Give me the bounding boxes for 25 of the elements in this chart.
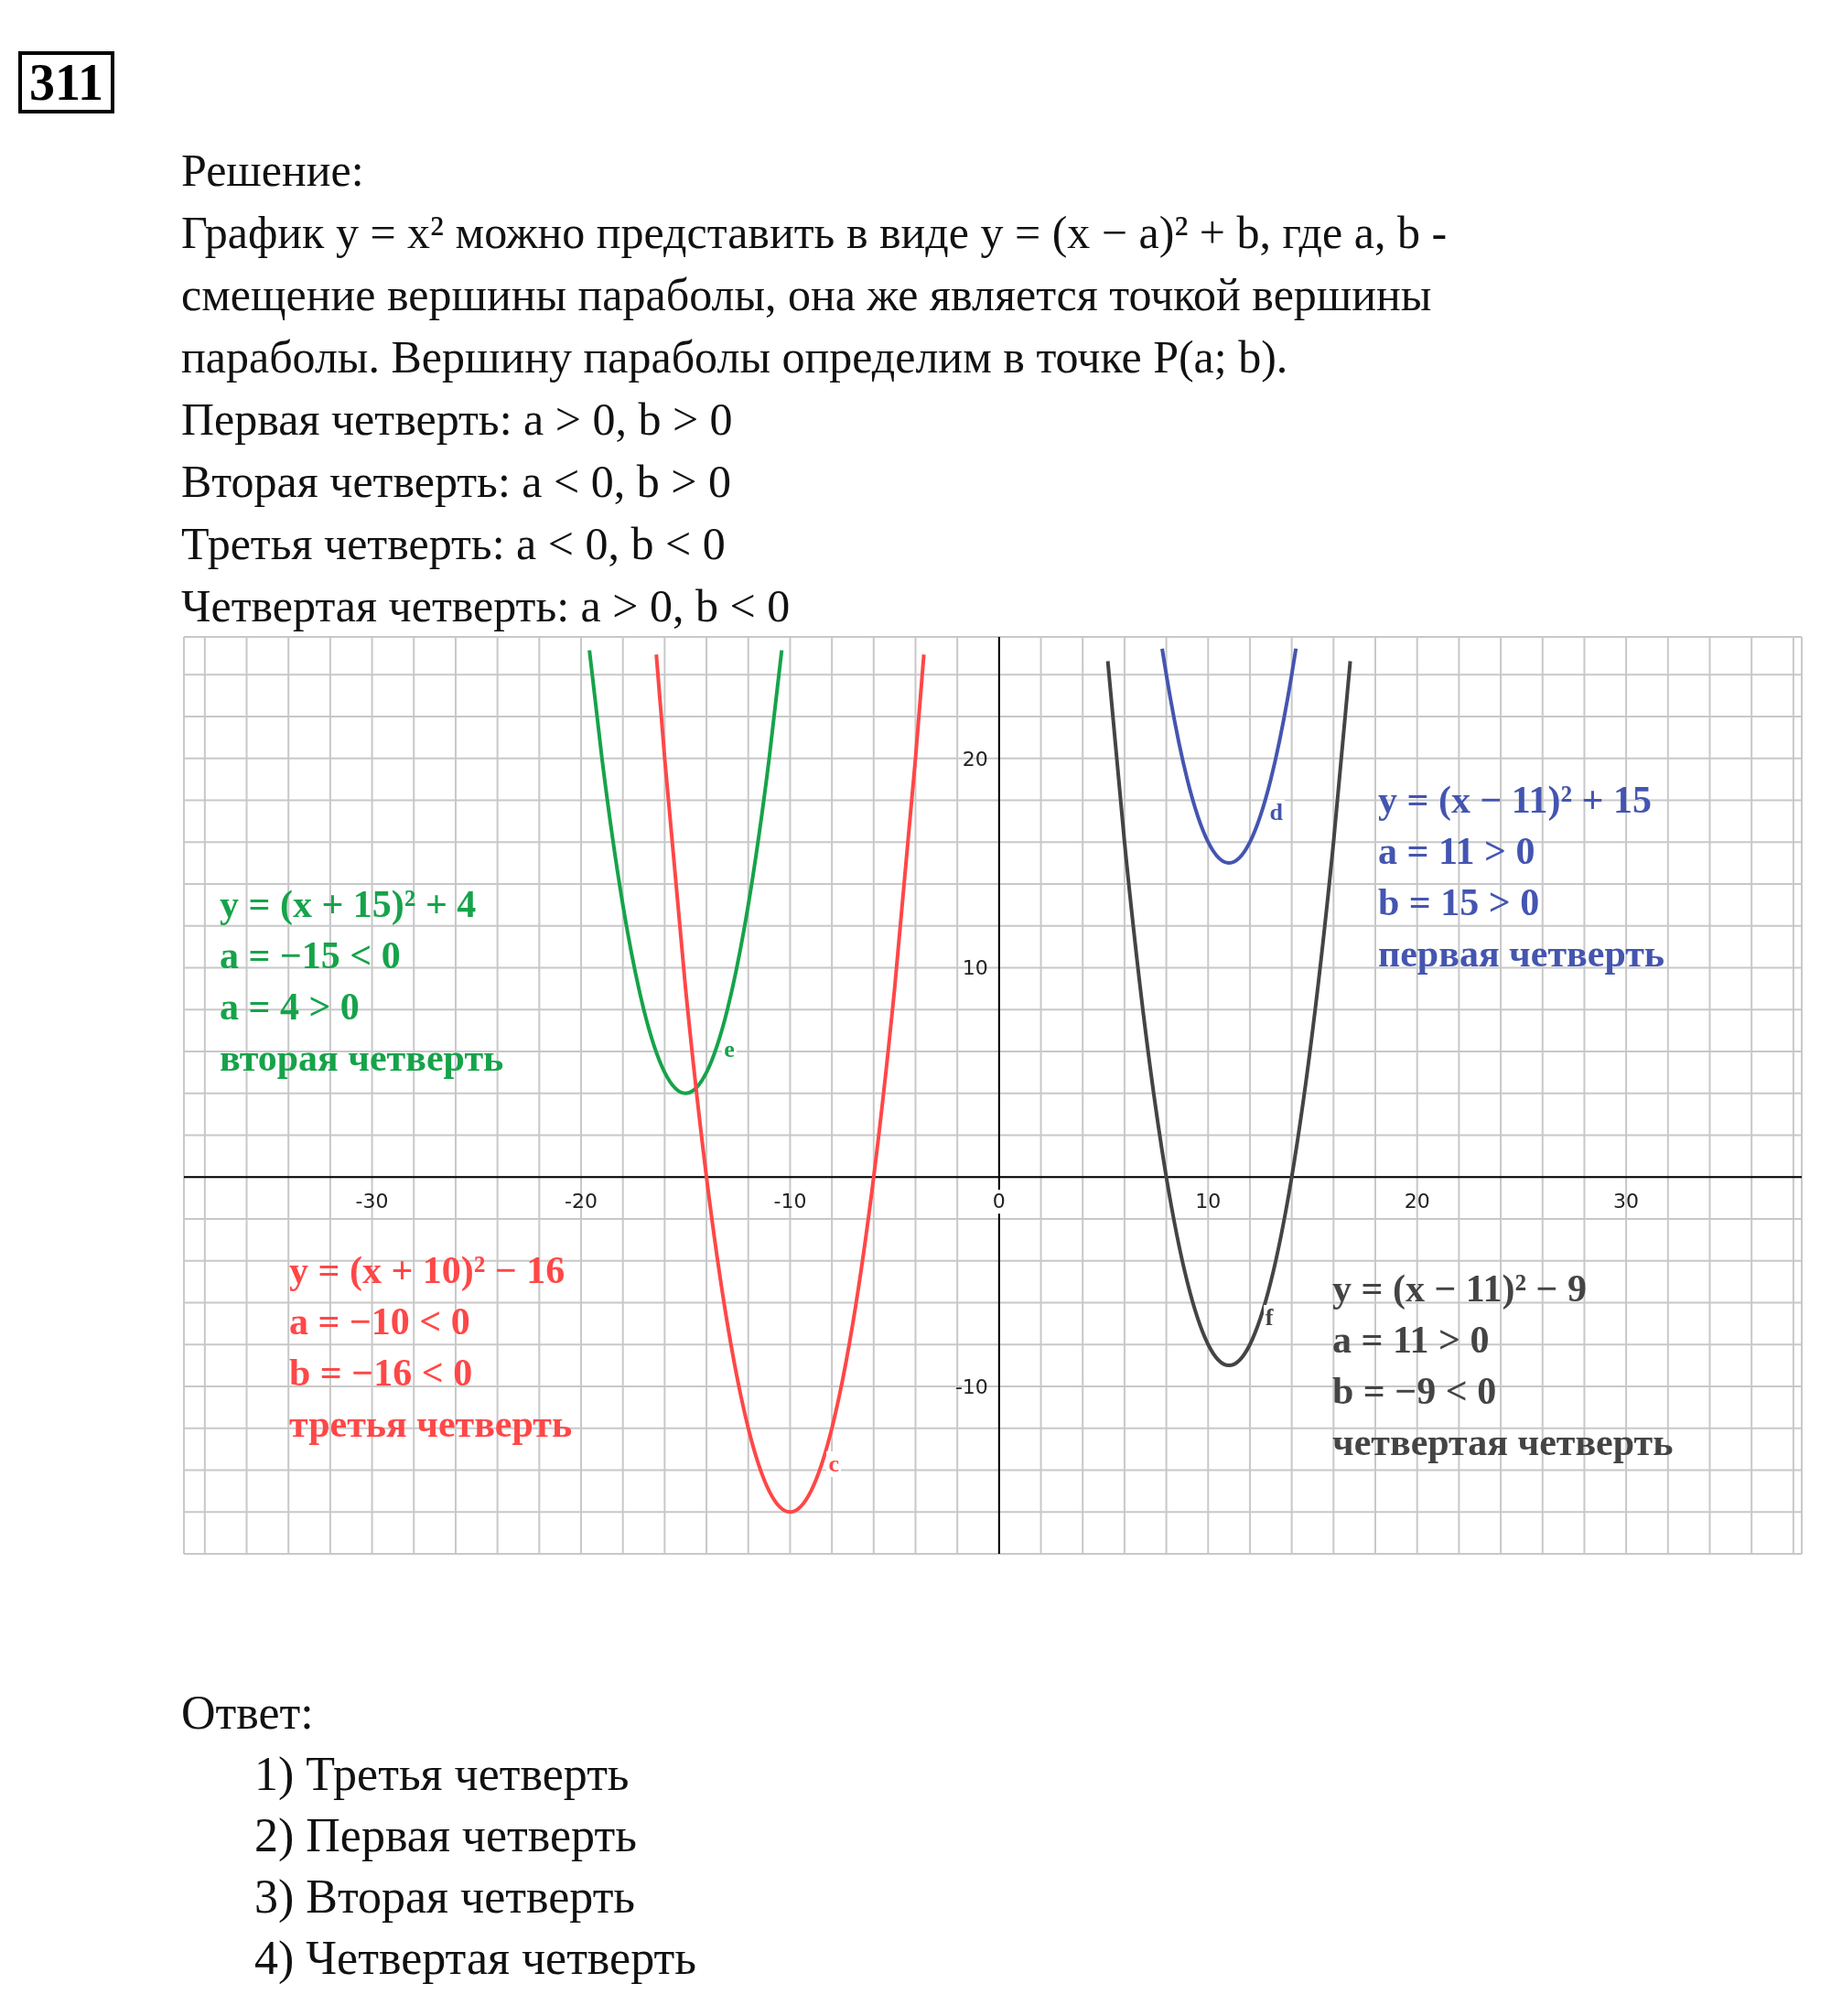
annotation: c: [826, 1450, 841, 1477]
annotation: d: [1267, 799, 1285, 826]
y-tick-label: -10: [954, 1375, 988, 1398]
y-tick-label: 20: [962, 747, 988, 771]
line-series: [654, 652, 926, 1515]
annotation: y = (x − 11)² − 9 a = 11 > 0 b = −9 < 0 четвертая четверть: [1332, 1267, 1674, 1465]
x-tick-label: -10: [773, 1190, 807, 1213]
x-tick-label: 20: [1404, 1190, 1430, 1213]
line-series: [1160, 646, 1298, 866]
chart-subtitle: Решение: График y = x² можно представить в виде y = (x − a)² + b, где a, b - смещение вершины параболы, она же является точкой вершины параболы. Вершину параболы определим в точке P(a; b). Первая четверть: a > 0, b > 0 Вторая четверть: a < 0, b > 0 Третья четверть: a < 0, b < 0 Четвертая четверть: a > 0, b < 0: [181, 144, 1448, 633]
x-tick-label: -20: [565, 1190, 598, 1213]
text: Ответ: 1) Третья четверть 2) Первая четверть 3) Вторая четверть 4) Четвертая четверть: [181, 1686, 696, 1986]
annotation: y = (x + 10)² − 16 a = −10 < 0 b = −16 < 0 третья четверть: [289, 1248, 573, 1447]
y-tick-label: 10: [962, 956, 988, 980]
line-series: [1105, 659, 1352, 1368]
chart-title: 311: [18, 51, 114, 113]
x-tick-label: 0: [992, 1190, 1006, 1213]
line-series: [587, 648, 784, 1095]
annotation: f: [1263, 1303, 1276, 1331]
x-tick-label: 10: [1195, 1190, 1222, 1213]
x-tick-label: 30: [1613, 1190, 1640, 1213]
x-tick-label: -30: [355, 1190, 389, 1213]
annotation: y = (x − 11)² + 15 a = 11 > 0 b = 15 > 0 первая четверть: [1378, 778, 1665, 976]
annotation: y = (x + 15)² + 4 a = −15 < 0 a = 4 > 0 вторая четверть: [220, 882, 504, 1081]
annotation: e: [722, 1035, 737, 1062]
